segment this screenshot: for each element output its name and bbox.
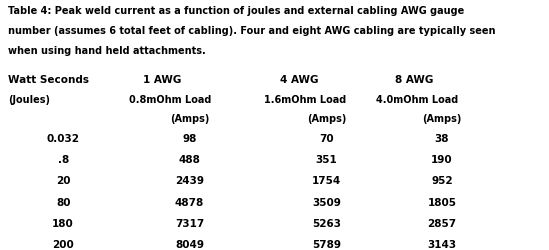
Text: 8049: 8049 (175, 240, 204, 250)
Text: 351: 351 (316, 155, 338, 165)
Text: 0.032: 0.032 (47, 134, 80, 144)
Text: 8 AWG: 8 AWG (395, 75, 434, 85)
Text: (Amps): (Amps) (170, 114, 209, 124)
Text: Watt Seconds: Watt Seconds (8, 75, 89, 85)
Text: when using hand held attachments.: when using hand held attachments. (8, 46, 206, 56)
Text: 2439: 2439 (175, 176, 204, 186)
Text: (Joules): (Joules) (8, 95, 51, 105)
Text: 0.8mOhm Load: 0.8mOhm Load (129, 95, 211, 105)
Text: 70: 70 (320, 134, 334, 144)
Text: 1805: 1805 (428, 198, 456, 207)
Text: 20: 20 (56, 176, 70, 186)
Text: 4 AWG: 4 AWG (280, 75, 318, 85)
Text: 488: 488 (178, 155, 200, 165)
Text: 1754: 1754 (312, 176, 341, 186)
Text: number (assumes 6 total feet of cabling). Four and eight AWG cabling are typical: number (assumes 6 total feet of cabling)… (8, 26, 496, 36)
Text: 952: 952 (431, 176, 453, 186)
Text: 7317: 7317 (175, 219, 204, 229)
Text: 190: 190 (431, 155, 453, 165)
Text: 1 AWG: 1 AWG (143, 75, 181, 85)
Text: (Amps): (Amps) (422, 114, 462, 124)
Text: 4.0mOhm Load: 4.0mOhm Load (376, 95, 458, 105)
Text: 3509: 3509 (312, 198, 341, 207)
Text: 3143: 3143 (427, 240, 457, 250)
Text: 98: 98 (182, 134, 197, 144)
Text: 180: 180 (52, 219, 74, 229)
Text: 2857: 2857 (427, 219, 457, 229)
Text: 200: 200 (52, 240, 74, 250)
Text: 5263: 5263 (312, 219, 341, 229)
Text: 80: 80 (56, 198, 70, 207)
Text: 4878: 4878 (175, 198, 204, 207)
Text: .8: .8 (58, 155, 69, 165)
Text: 1.6mOhm Load: 1.6mOhm Load (264, 95, 346, 105)
Text: 38: 38 (435, 134, 449, 144)
Text: (Amps): (Amps) (307, 114, 346, 124)
Text: Table 4: Peak weld current as a function of joules and external cabling AWG gaug: Table 4: Peak weld current as a function… (8, 6, 464, 16)
Text: 5789: 5789 (312, 240, 341, 250)
